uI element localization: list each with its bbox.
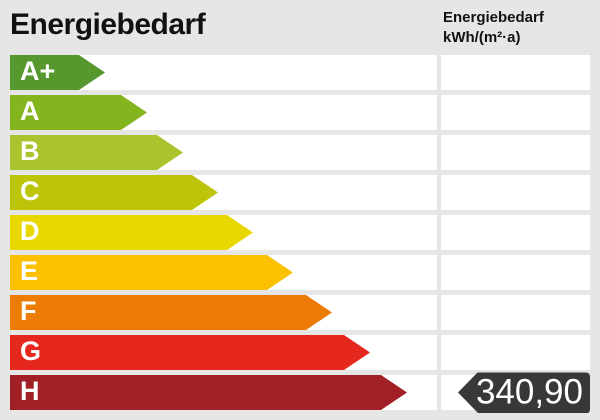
scale-row: D [10, 215, 590, 250]
class-bar-arrow: B [10, 135, 183, 170]
scale-bar-cell: C [10, 175, 437, 210]
value-cell [441, 175, 590, 210]
class-bar-arrow: G [10, 335, 370, 370]
unit-header-line2: kWh/(m²·a) [443, 29, 521, 46]
class-letter: H [20, 376, 40, 406]
class-letter: C [20, 176, 40, 206]
label-header: Energiebedarf Energiebedarf kWh/(m²·a) [0, 0, 600, 55]
scale-rows: A+ A B C [10, 55, 590, 413]
value-cell [441, 55, 590, 90]
scale-bar-cell: D [10, 215, 437, 250]
value-badge-arrow: 340,90 [458, 372, 590, 413]
class-bar-arrow: C [10, 175, 218, 210]
class-bar-arrow: A [10, 95, 147, 130]
class-letter: G [20, 336, 42, 366]
value-cell [441, 135, 590, 170]
value-cell [441, 255, 590, 290]
scale-row: B [10, 135, 590, 170]
scale-row: A [10, 95, 590, 130]
scale-row: F [10, 295, 590, 330]
unit-header: Energiebedarf kWh/(m²·a) [441, 8, 600, 48]
class-letter: E [20, 256, 39, 286]
scale-row: C [10, 175, 590, 210]
class-bar-arrow: A+ [10, 55, 105, 90]
scale-row: A+ [10, 55, 590, 90]
scale-bar-cell: F [10, 295, 437, 330]
value-cell [441, 215, 590, 250]
class-letter: A+ [20, 56, 56, 86]
scale-bar-cell: G [10, 335, 437, 370]
class-letter: F [20, 296, 37, 326]
scale-bar-cell: E [10, 255, 437, 290]
page-title: Energiebedarf [10, 8, 206, 41]
class-bar-arrow: F [10, 295, 332, 330]
scale-row: E [10, 255, 590, 290]
class-bar-arrow: D [10, 215, 253, 250]
scale-row: G [10, 335, 590, 370]
scale-row: H 340,90 [10, 372, 590, 413]
class-bar-arrow: H [10, 375, 407, 410]
scale-bar-cell: A+ [10, 55, 437, 90]
class-bar-arrow: E [10, 255, 293, 290]
value-cell: 340,90 [441, 372, 590, 413]
value-cell [441, 95, 590, 130]
scale-bar-cell: A [10, 95, 437, 130]
value-cell [441, 295, 590, 330]
class-letter: A [20, 96, 40, 126]
value-text: 340,90 [475, 372, 583, 412]
scale-bar-cell: B [10, 135, 437, 170]
unit-header-line1: Energiebedarf [443, 9, 544, 26]
class-letter: B [20, 136, 40, 166]
value-cell [441, 335, 590, 370]
class-letter: D [20, 216, 40, 246]
scale-bar-cell: H [10, 375, 437, 410]
